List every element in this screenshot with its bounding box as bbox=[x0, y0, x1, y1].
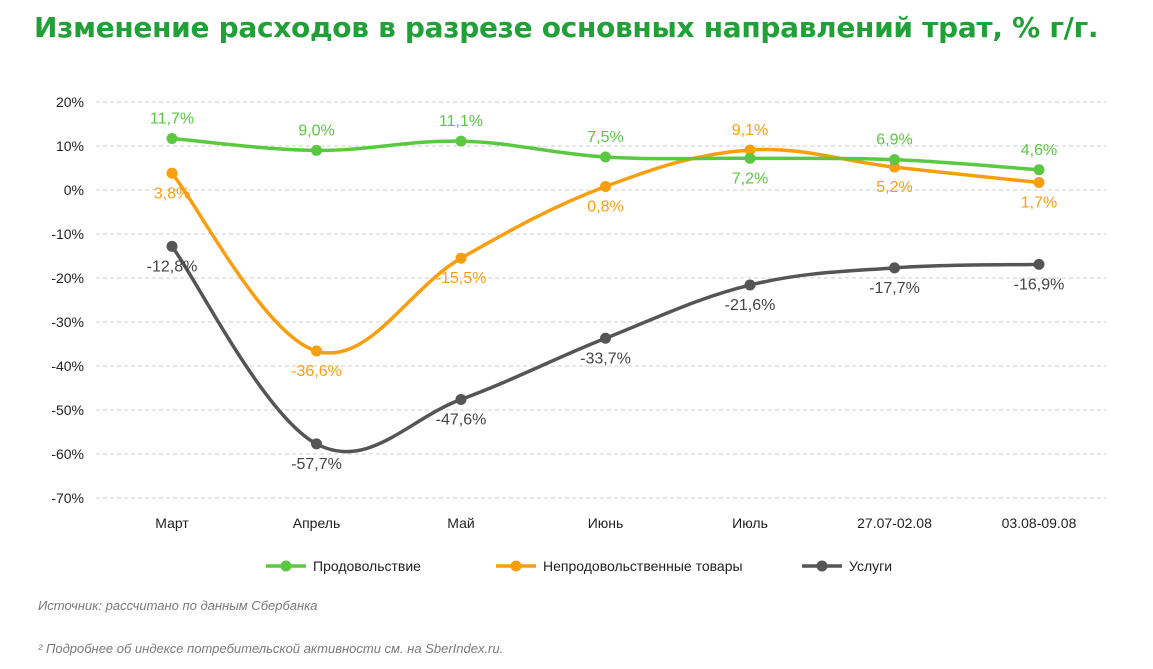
data-point-services bbox=[889, 262, 900, 274]
data-label-services: -17,7% bbox=[869, 280, 920, 297]
data-point-nonfood bbox=[744, 144, 756, 156]
data-point-services bbox=[744, 279, 756, 291]
data-label-food: 7,5% bbox=[587, 129, 623, 146]
data-label-services: -12,8% bbox=[147, 258, 198, 275]
y-tick-label: -20% bbox=[51, 270, 84, 286]
data-point-food bbox=[600, 151, 611, 163]
x-tick-label: Июль bbox=[732, 515, 768, 531]
data-label-services: -47,6% bbox=[436, 411, 487, 428]
y-tick-label: 0% bbox=[64, 182, 84, 198]
data-labels: 11,7% 9,0% 11,1% 7,5% 7,2% 6,9% 4,6% 3,8% -36,6%… bbox=[147, 111, 1065, 473]
data-label-services: -33,7% bbox=[580, 350, 631, 367]
legend: Продовольствие Непродовольственные товары… bbox=[266, 558, 892, 574]
data-label-nonfood: 5,2% bbox=[876, 179, 912, 196]
data-point-nonfood bbox=[455, 252, 467, 264]
x-tick-label: 27.07-02.08 bbox=[857, 515, 932, 531]
data-label-nonfood: -15,5% bbox=[436, 270, 487, 287]
data-label-services: -21,6% bbox=[725, 297, 776, 314]
y-tick-label: -30% bbox=[51, 314, 84, 330]
x-tick-label: Апрель bbox=[293, 515, 341, 531]
legend-label-food: Продовольствие bbox=[313, 558, 421, 574]
y-axis: 20% 10% 0% -10% -20% -30% -40% -50% -60% -70% bbox=[51, 94, 84, 506]
data-label-food: 6,9% bbox=[876, 132, 912, 149]
y-tick-label: -60% bbox=[51, 446, 84, 462]
legend-marker-services bbox=[816, 560, 828, 572]
data-label-nonfood: 9,1% bbox=[732, 122, 768, 139]
data-label-nonfood: 0,8% bbox=[587, 198, 623, 215]
data-label-food: 4,6% bbox=[1021, 142, 1057, 159]
legend-label-nonfood: Непродовольственные товары bbox=[543, 558, 743, 574]
data-label-services: -16,9% bbox=[1014, 276, 1065, 293]
data-point-food bbox=[744, 152, 756, 164]
y-tick-label: -50% bbox=[51, 402, 84, 418]
legend-marker-nonfood bbox=[510, 560, 522, 572]
chart-title: Изменение расходов в разрезе основных на… bbox=[34, 11, 1099, 44]
x-tick-label: 03.08-09.08 bbox=[1002, 515, 1077, 531]
data-point-food bbox=[166, 133, 178, 145]
x-tick-label: Июнь bbox=[588, 515, 624, 531]
data-point-nonfood bbox=[1033, 177, 1045, 189]
y-tick-label: 10% bbox=[56, 138, 84, 154]
data-label-nonfood: -36,6% bbox=[291, 363, 342, 380]
source-note: Источник: рассчитано по данным Сбербанка bbox=[38, 598, 318, 613]
data-label-food: 11,1% bbox=[439, 113, 483, 130]
data-point-nonfood bbox=[600, 180, 611, 192]
series-line-services bbox=[170, 244, 1041, 454]
data-point-services bbox=[311, 438, 322, 450]
data-point-food bbox=[311, 144, 322, 156]
y-tick-label: -10% bbox=[51, 226, 84, 242]
data-point-services bbox=[1033, 258, 1045, 270]
data-label-food: 11,7% bbox=[150, 111, 194, 128]
data-point-nonfood bbox=[166, 167, 178, 179]
data-label-nonfood: 3,8% bbox=[154, 185, 190, 202]
footnote: ² Подробнее об индексе потребительской а… bbox=[38, 641, 504, 656]
data-label-nonfood: 1,7% bbox=[1021, 195, 1057, 212]
x-axis: Март Апрель Май Июнь Июль 27.07-02.08 03.08-09… bbox=[155, 515, 1076, 531]
legend-label-services: Услуги bbox=[849, 558, 892, 574]
data-point-services bbox=[455, 393, 467, 405]
legend-marker-food bbox=[280, 560, 292, 572]
data-point-food bbox=[1033, 164, 1045, 176]
data-point-services bbox=[166, 240, 178, 252]
data-label-food: 9,0% bbox=[298, 122, 334, 139]
data-label-food: 7,2% bbox=[732, 170, 768, 187]
data-point-food bbox=[455, 135, 467, 147]
y-tick-label: -40% bbox=[51, 358, 84, 374]
data-label-services: -57,7% bbox=[291, 456, 342, 473]
series-points bbox=[166, 133, 1045, 450]
data-point-food bbox=[889, 154, 900, 166]
x-tick-label: Май bbox=[447, 515, 474, 531]
x-tick-label: Март bbox=[155, 515, 189, 531]
data-point-services bbox=[600, 332, 611, 344]
y-tick-label: -70% bbox=[51, 490, 84, 506]
grid-lines bbox=[96, 101, 1106, 499]
y-tick-label: 20% bbox=[56, 94, 84, 110]
data-point-nonfood bbox=[311, 345, 322, 357]
